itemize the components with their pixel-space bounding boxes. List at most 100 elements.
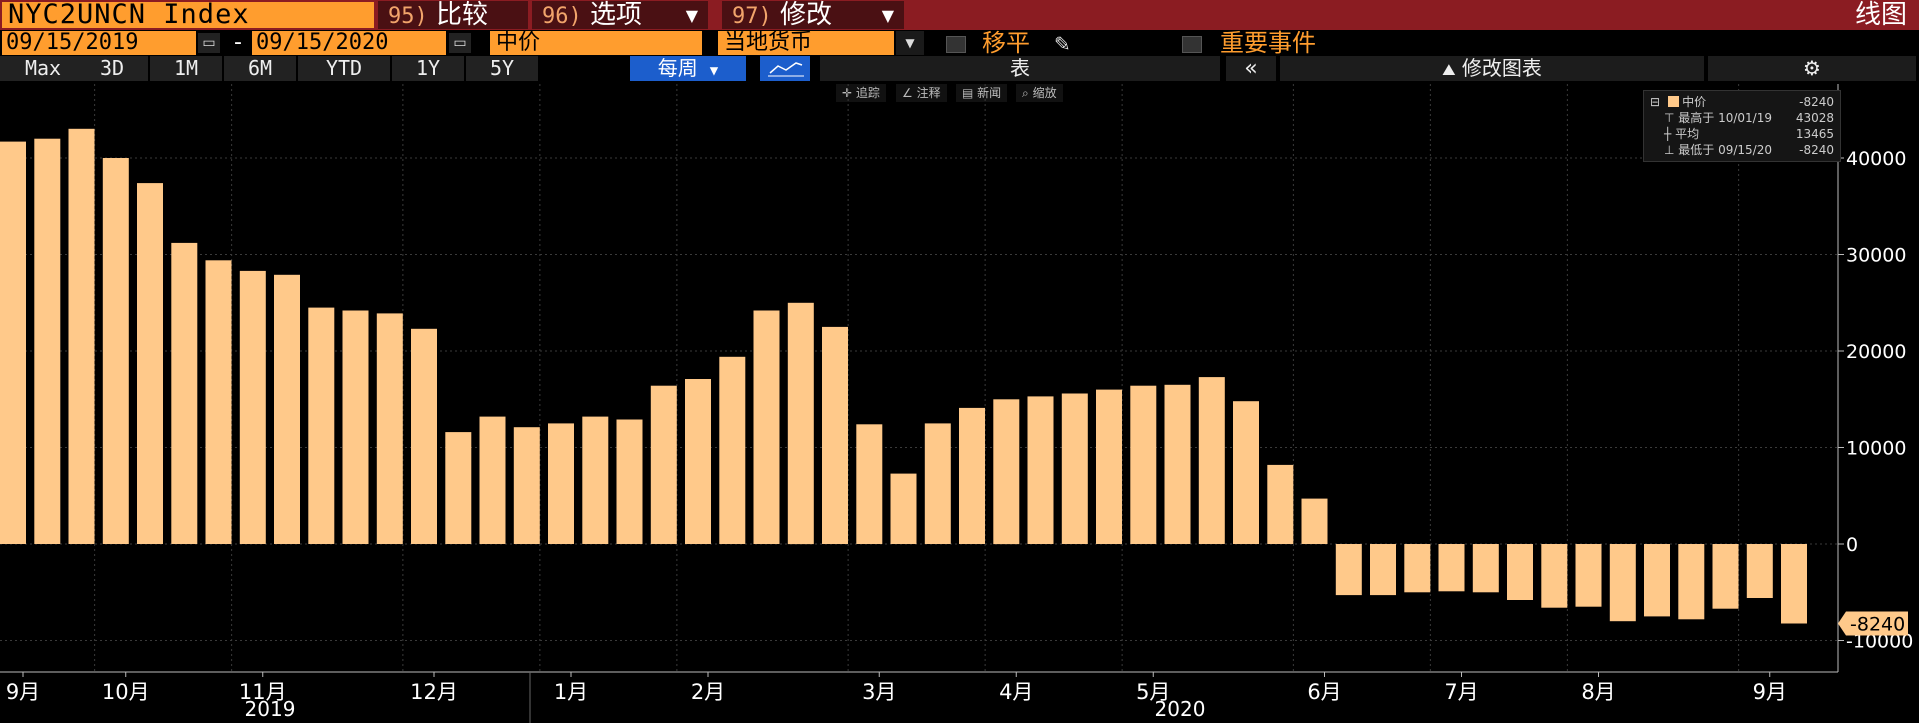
price-field-select[interactable]: 中价 — [490, 31, 702, 55]
bar — [616, 419, 643, 544]
compare-menu-label: 比较 — [436, 0, 489, 30]
zoom-tool-label: 缩放 — [1032, 86, 1057, 100]
y-tick-label: 10000 — [1846, 438, 1906, 460]
calendar-icon[interactable]: ▭ — [449, 33, 471, 53]
bar — [445, 432, 472, 544]
chart-grid — [0, 84, 1838, 672]
bar — [1507, 544, 1533, 600]
crosshair-icon: ✛ — [842, 86, 853, 100]
move-checkbox[interactable] — [946, 36, 966, 53]
options-menu-number: 96) — [542, 4, 582, 29]
currency-select[interactable]: 当地货币 — [718, 31, 894, 55]
legend-series-value: -8240 — [1799, 95, 1834, 109]
compare-menu[interactable]: 95) 比较 — [378, 1, 530, 29]
bar — [1164, 384, 1191, 544]
x-tick-label: 4月 — [999, 680, 1033, 704]
bar — [1198, 377, 1225, 544]
bar — [376, 313, 403, 544]
gear-icon[interactable]: ⚙ — [1708, 56, 1916, 81]
period-label: 每周 — [657, 56, 698, 80]
x-tick-label: 11月 — [239, 680, 287, 704]
track-tool[interactable]: ✛ 追踪 — [836, 84, 886, 102]
bar — [924, 423, 951, 544]
chevron-down-icon[interactable]: ▼ — [896, 31, 924, 55]
bar — [548, 423, 574, 544]
security-field[interactable]: NYC2UNCN Index — [2, 1, 374, 28]
bar — [856, 424, 883, 544]
period-select[interactable]: 每周 ▼ — [630, 56, 746, 81]
bar — [719, 356, 746, 544]
collapse-legend-icon[interactable]: ⊟ — [1650, 95, 1661, 109]
range-5y[interactable]: 5Y — [466, 56, 538, 81]
collapse-icon[interactable]: « — [1226, 56, 1276, 81]
year-label: 2019 — [245, 697, 296, 721]
bar — [411, 328, 437, 544]
chart-legend[interactable]: ⊟ 中价 -8240 ⊤ 最高于 10/01/19 43028 ┼ 平均 1346… — [1643, 90, 1841, 162]
table-button[interactable]: 表 — [820, 56, 1220, 81]
bar — [239, 270, 266, 544]
bar — [205, 260, 232, 544]
window-title: 线图 — [1854, 0, 1907, 30]
start-date-field[interactable]: 09/15/2019 — [2, 31, 196, 55]
range-max[interactable]: Max — [0, 56, 86, 81]
bar — [308, 307, 335, 544]
legend-high-value: 43028 — [1795, 111, 1834, 125]
bar — [1712, 544, 1739, 609]
chevron-down-icon: ▼ — [709, 63, 719, 79]
end-date-field[interactable]: 09/15/2020 — [252, 31, 446, 55]
bar — [1746, 544, 1773, 598]
range-3d[interactable]: 3D — [76, 56, 148, 81]
bar — [822, 326, 848, 544]
range-ytd[interactable]: YTD — [298, 56, 390, 81]
bar — [1233, 401, 1259, 544]
calendar-icon[interactable]: ▭ — [198, 33, 220, 53]
bar — [993, 399, 1020, 545]
zoom-tool[interactable]: ⌕ 缩放 — [1016, 84, 1063, 102]
x-tick-label: 9月 — [1753, 680, 1787, 704]
edit-chart-button[interactable]: ⛰ 修改图表 — [1280, 56, 1704, 81]
bar — [34, 138, 61, 544]
chart-bars — [0, 128, 1807, 624]
modify-menu-number: 97) — [732, 4, 772, 29]
options-menu[interactable]: 96) 选项 ▼ — [532, 1, 710, 29]
annotate-tool[interactable]: ∠ 注释 — [896, 84, 947, 102]
options-menu-label: 选项 — [590, 0, 643, 30]
bar — [650, 385, 677, 544]
range-1y[interactable]: 1Y — [392, 56, 464, 81]
range-1m[interactable]: 1M — [150, 56, 222, 81]
bar — [1609, 544, 1636, 622]
line-chart-icon[interactable] — [760, 56, 810, 81]
bar — [890, 473, 917, 544]
bar — [137, 183, 163, 544]
chart-edit-icon: ⛰ — [1442, 60, 1456, 79]
legend-low-value: -8240 — [1799, 143, 1834, 157]
bar — [1404, 544, 1431, 593]
edit-chart-label: 修改图表 — [1461, 56, 1542, 80]
low-marker-icon: ⊥ — [1664, 143, 1675, 157]
bar — [1096, 389, 1122, 544]
events-label: 重要事件 — [1220, 29, 1316, 57]
x-tick-label: 8月 — [1581, 680, 1615, 704]
news-tool[interactable]: ▤ 新闻 — [956, 84, 1008, 102]
track-tool-label: 追踪 — [855, 86, 880, 100]
bar — [753, 310, 780, 544]
x-tick-label: 10月 — [102, 680, 150, 704]
x-tick-label: 9月 — [6, 680, 40, 704]
pencil-icon[interactable]: ✎ — [1054, 32, 1071, 56]
bar — [1575, 544, 1602, 607]
bar — [68, 128, 95, 545]
range-6m[interactable]: 6M — [224, 56, 296, 81]
year-label: 2020 — [1155, 697, 1206, 721]
legend-avg-value: 13465 — [1795, 127, 1834, 141]
legend-avg-label: 平均 — [1675, 127, 1700, 141]
legend-high-label: 最高于 10/01/19 — [1678, 111, 1772, 125]
y-tick-label: 20000 — [1846, 341, 1906, 363]
x-tick-label: 5月 — [1136, 680, 1170, 704]
modify-menu-label: 修改 — [780, 0, 833, 30]
events-checkbox[interactable] — [1182, 36, 1202, 53]
y-tick-label: 0 — [1846, 534, 1858, 556]
bar — [1335, 544, 1362, 596]
x-tick-label: 6月 — [1307, 680, 1341, 704]
modify-menu[interactable]: 97) 修改 ▼ — [722, 1, 906, 29]
bar — [0, 141, 26, 544]
